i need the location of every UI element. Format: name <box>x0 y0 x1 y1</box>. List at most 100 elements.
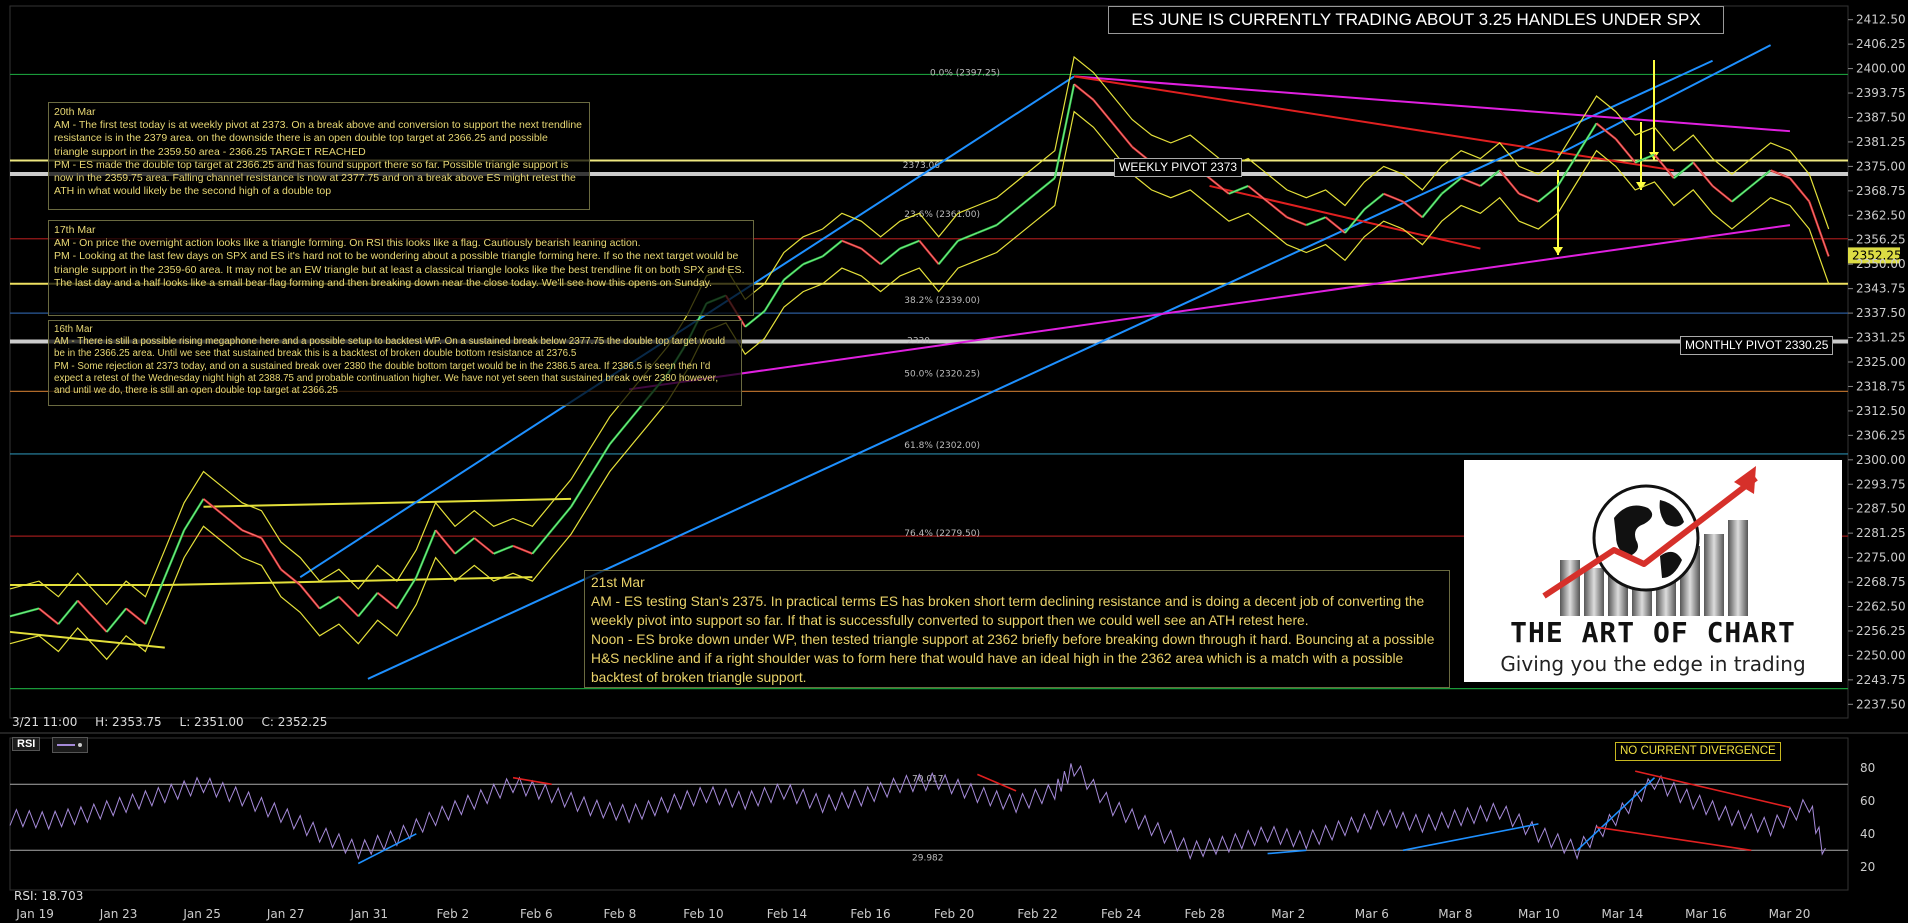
bollinger-lower <box>9 110 1830 661</box>
price-tick-label: 2412.50 <box>1856 13 1906 27</box>
date-label: Feb 2 <box>436 907 469 921</box>
price-tick-label: 2337.50 <box>1856 306 1906 320</box>
date-label: Feb 28 <box>1185 907 1225 921</box>
date-label: Feb 22 <box>1017 907 1057 921</box>
price-tick-label: 2243.75 <box>1856 673 1906 687</box>
price-tick-label: 2362.50 <box>1856 208 1906 222</box>
rsi-divergence-blue <box>1576 777 1656 851</box>
fib-label: 76.4% (2279.50) <box>904 529 980 539</box>
weekly-pivot-tag: WEEKLY PIVOT 2373 <box>1114 158 1243 177</box>
date-label: Mar 2 <box>1271 907 1305 921</box>
rsi-upper-value: 70.017 <box>912 774 944 784</box>
rsi-axis-label: 60 <box>1860 794 1875 808</box>
date-label: Feb 20 <box>934 907 974 921</box>
ohlc-readout: 3/21 11:00 H: 2353.75 L: 2351.00 C: 2352… <box>12 715 341 729</box>
date-label: Feb 8 <box>604 907 637 921</box>
date-label: Feb 24 <box>1101 907 1141 921</box>
date-label: Feb 6 <box>520 907 553 921</box>
price-tick-label: 2300.00 <box>1856 453 1906 467</box>
price-line <box>9 83 1829 633</box>
last-price-box <box>1848 247 1900 264</box>
ohlc-high: H: 2353.75 <box>95 715 162 729</box>
price-tick-label: 2343.75 <box>1856 282 1906 296</box>
fib-label: 38.2% (2339.00) <box>904 296 980 306</box>
yellow-trendline <box>9 630 165 649</box>
no-divergence-tag: NO CURRENT DIVERGENCE <box>1615 742 1781 761</box>
price-tick-label: 2256.25 <box>1856 624 1906 638</box>
yellow-trendline <box>203 497 572 508</box>
rsi-divergence-blue <box>1402 823 1539 852</box>
ohlc-low: L: 2351.00 <box>179 715 244 729</box>
bollinger-upper <box>9 55 1830 606</box>
price-tick-label: 2268.75 <box>1856 575 1906 589</box>
price-tick-label: 2281.25 <box>1856 526 1906 540</box>
price-tick-label: 2356.25 <box>1856 233 1906 247</box>
rsi-divergence-blue <box>357 833 417 865</box>
target-arrow-down-head <box>1553 247 1563 255</box>
art-of-chart-logo: THE ART OF CHART Giving you the edge in … <box>1464 460 1842 682</box>
rsi-panel-label[interactable]: RSI <box>12 737 41 751</box>
triangle-lower <box>628 224 1791 391</box>
note-16th-mar: 16th Mar AM - There is still a possible … <box>48 320 742 406</box>
note-line: PM - Looking at the last few days on SPX… <box>54 250 748 289</box>
channel-upper-ext <box>1557 44 1772 156</box>
logo-graphic <box>1542 466 1758 616</box>
note-line: AM - The first test today is at weekly p… <box>54 119 585 158</box>
headline-banner: ES JUNE IS CURRENTLY TRADING ABOUT 3.25 … <box>1108 6 1724 34</box>
rsi-divergence-red <box>977 773 1017 792</box>
price-tick-label: 2381.25 <box>1856 135 1906 149</box>
triangle-upper <box>1074 75 1791 133</box>
price-tick-label: 2287.50 <box>1856 502 1906 516</box>
rsi-axis-label: 40 <box>1860 827 1875 841</box>
note-line: Noon - ES broke down under WP, then test… <box>591 632 1439 685</box>
fib-label: 23.6% (2361.00) <box>904 210 980 220</box>
note-title: 20th Mar <box>54 106 96 118</box>
note-line: AM - ES testing Stan's 2375. In practica… <box>591 594 1429 628</box>
price-tick-label: 2406.25 <box>1856 37 1906 51</box>
fib-label: 61.8% (2302.00) <box>904 441 980 451</box>
logo-subtitle: Giving you the edge in trading <box>1500 652 1806 676</box>
price-tick-label: 2312.50 <box>1856 404 1906 418</box>
price-tick-label: 2306.25 <box>1856 428 1906 442</box>
price-tick-label: 2262.50 <box>1856 600 1906 614</box>
rsi-divergence-red <box>1596 826 1752 852</box>
note-line: PM - Some rejection at 2373 today, and o… <box>54 360 721 397</box>
chart-levels: 0.0% (2397.25) 23.6% (2361.00) 38.2% (2339… <box>10 68 1848 690</box>
price-tick-label: 2368.75 <box>1856 184 1906 198</box>
price-axis: 2412.50 2406.25 2400.00 2393.75 2387.50 2381.… <box>1848 13 1906 711</box>
pivot-value-label: 2330 <box>907 336 930 346</box>
last-price-label: 2352.25 <box>1852 248 1902 262</box>
yellow-trendline <box>164 576 533 586</box>
price-tick-label: 2250.00 <box>1856 648 1906 662</box>
note-21st-mar: 21st Mar AM - ES testing Stan's 2375. In… <box>584 570 1450 688</box>
note-line: AM - On price the overnight action looks… <box>54 237 641 250</box>
rsi-divergence-red <box>1634 770 1791 809</box>
rsi-axis-label: 20 <box>1860 860 1875 874</box>
rsi-legend-swatch[interactable] <box>52 737 88 753</box>
fib-label: 0.0% (2397.25) <box>930 68 1000 78</box>
date-label: Jan 27 <box>266 907 305 921</box>
rsi-lower-value: 29.982 <box>912 853 944 863</box>
date-label: Feb 14 <box>767 907 807 921</box>
falling-support <box>1209 184 1481 250</box>
date-label: Mar 16 <box>1685 907 1727 921</box>
price-tick-label: 2350.00 <box>1856 257 1906 271</box>
price-tick-label: 2293.75 <box>1856 477 1906 491</box>
note-20th-mar: 20th Mar AM - The first test today is at… <box>48 102 590 210</box>
price-tick-label: 2237.50 <box>1856 697 1906 711</box>
price-tick-label: 2375.00 <box>1856 159 1906 173</box>
rsi-panel: 70.017 29.982 80 60 40 20 <box>9 761 1875 874</box>
note-line: AM - There is still a possible rising me… <box>54 336 728 360</box>
date-label: Jan 23 <box>99 907 138 921</box>
price-tick-label: 2393.75 <box>1856 86 1906 100</box>
price-tick-label: 2400.00 <box>1856 62 1906 76</box>
price-tick-label: 2318.75 <box>1856 379 1906 393</box>
rsi-divergence-blue <box>1267 849 1307 855</box>
rsi-panel-frame <box>9 737 1849 891</box>
date-label: Mar 6 <box>1355 907 1389 921</box>
date-label: Jan 25 <box>182 907 221 921</box>
monthly-pivot-tag: MONTHLY PIVOT 2330.25 <box>1680 336 1834 355</box>
price-tick-label: 2331.25 <box>1856 331 1906 345</box>
date-label: Mar 14 <box>1602 907 1644 921</box>
target-arrow-down-head <box>1636 182 1646 190</box>
